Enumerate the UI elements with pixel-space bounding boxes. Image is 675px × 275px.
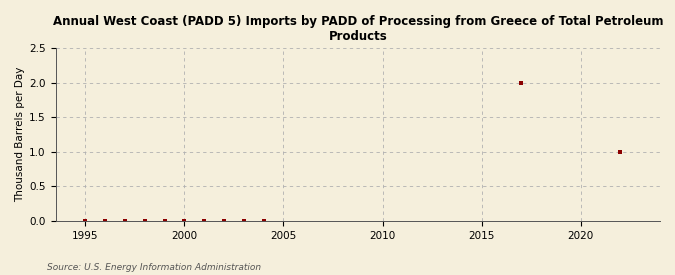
Text: Source: U.S. Energy Information Administration: Source: U.S. Energy Information Administ…	[47, 263, 261, 272]
Title: Annual West Coast (PADD 5) Imports by PADD of Processing from Greece of Total Pe: Annual West Coast (PADD 5) Imports by PA…	[53, 15, 663, 43]
Y-axis label: Thousand Barrels per Day: Thousand Barrels per Day	[15, 67, 25, 202]
